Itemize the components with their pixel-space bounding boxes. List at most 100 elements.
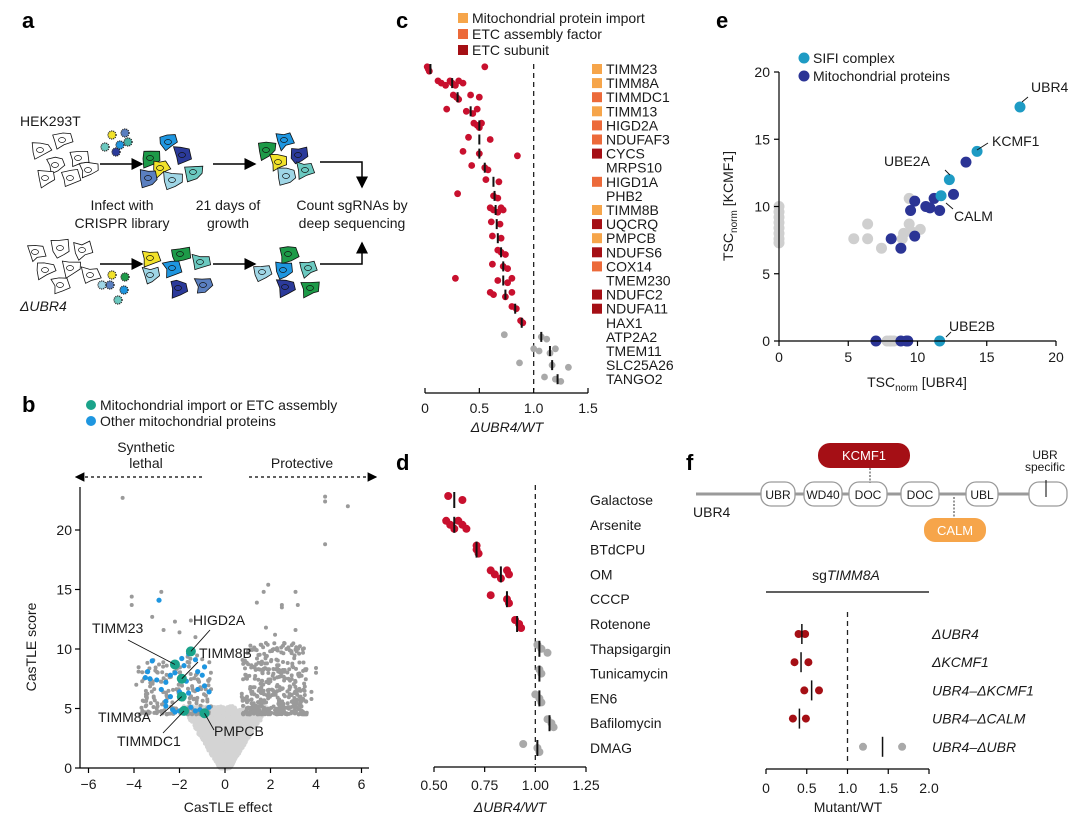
gene-point — [227, 744, 233, 749]
data-point — [489, 260, 496, 268]
grown-cell-icon — [275, 132, 295, 152]
protein-point — [848, 233, 860, 245]
data-point — [442, 81, 449, 89]
gene-point — [153, 668, 158, 673]
domain-box — [900, 481, 940, 507]
data-point — [465, 133, 472, 141]
mito-gene-point — [163, 703, 169, 709]
gene-point — [289, 673, 294, 678]
x-tick-label: −2 — [172, 776, 188, 792]
data-point — [487, 218, 495, 226]
gene-label: TIMM8A — [606, 75, 660, 91]
cell-nucleus — [156, 165, 164, 171]
knockout-cell-icon — [50, 238, 70, 259]
x-tick-label: 10 — [910, 349, 926, 365]
gene-point — [144, 703, 149, 708]
gene-point — [279, 645, 284, 650]
gene-point — [261, 589, 266, 594]
data-point — [801, 714, 810, 723]
data-point — [519, 319, 527, 327]
gene-point — [227, 707, 232, 712]
data-point — [535, 347, 543, 355]
gene-point — [260, 671, 265, 676]
data-point — [543, 335, 551, 343]
gene-label: TMEM11 — [606, 343, 662, 359]
gene-point — [292, 704, 297, 709]
gene-point — [309, 689, 314, 694]
gene-point — [297, 703, 302, 707]
leader-line — [945, 331, 952, 338]
gene-point — [160, 702, 164, 707]
ubr-specific-label-2: specific — [1025, 460, 1065, 474]
gene-point — [301, 687, 306, 692]
gene-point — [195, 653, 200, 658]
gene-point — [177, 630, 182, 635]
gene-label: NDUFA11 — [606, 301, 668, 317]
gene-point — [190, 684, 195, 689]
cell-nucleus — [144, 175, 152, 181]
domain-box — [1028, 481, 1068, 507]
gene-label: TIMM23 — [606, 61, 658, 77]
infected-cell-icon — [141, 250, 162, 268]
cell-nucleus — [66, 175, 74, 181]
gene-point — [151, 705, 156, 709]
virus-particle-icon — [97, 280, 107, 290]
x-tick-label: −4 — [126, 776, 142, 792]
domain-box — [760, 481, 796, 507]
gene-point — [297, 711, 302, 716]
gene-point — [212, 740, 217, 745]
condition-label: BTdCPU — [590, 542, 645, 558]
data-point — [794, 630, 803, 638]
leader-line — [159, 696, 183, 717]
gene-label: HAX1 — [606, 315, 643, 331]
category-swatch — [592, 247, 602, 258]
data-point — [898, 742, 907, 751]
gene-point — [208, 670, 213, 675]
gene-label: CYCS — [606, 146, 645, 162]
gene-point — [285, 689, 290, 694]
mito-protein-point — [960, 156, 972, 168]
mito-protein-point — [909, 230, 921, 242]
data-point — [489, 232, 496, 240]
gene-point — [245, 676, 249, 681]
binder-kcmf1 — [818, 443, 910, 468]
mito-gene-point — [201, 683, 208, 689]
grown-cell-icon — [253, 265, 273, 283]
gene-point — [302, 681, 307, 686]
gene-label: HIGD2A — [606, 117, 659, 133]
gene-point — [247, 706, 252, 711]
gene-point — [188, 656, 193, 661]
protein-label: KCMF1 — [992, 133, 1040, 149]
gene-point — [176, 682, 181, 687]
x-tick-label: 1.0 — [838, 780, 858, 796]
gene-point — [276, 669, 281, 674]
infected-cell-icon — [161, 260, 183, 279]
category-swatch — [592, 92, 602, 103]
y-tick-label: 20 — [56, 522, 72, 538]
mutant-label: UBR4–ΔKCMF1 — [932, 682, 1034, 698]
gene-point — [287, 711, 291, 716]
gene-point — [185, 660, 190, 664]
virus-particle-icon — [123, 137, 133, 147]
gene-point — [283, 676, 288, 681]
data-point — [800, 686, 809, 695]
gene-point — [249, 717, 254, 722]
gene-point — [290, 661, 295, 666]
gene-point — [197, 679, 202, 684]
gene-label: TMEM230 — [606, 273, 671, 289]
ubr4-domain-map: UBR WD40 DOC DOC UBL — [760, 481, 1068, 507]
gene-label: COX14 — [606, 258, 652, 274]
infected-cell-icon — [141, 266, 161, 285]
data-point — [425, 67, 433, 75]
x-tick-label: 0.50 — [420, 777, 447, 793]
gene-point — [254, 648, 259, 653]
cell-nucleus — [282, 173, 290, 179]
gene-point — [195, 723, 201, 728]
gene-point — [143, 712, 148, 717]
data-point — [462, 107, 470, 115]
gene-point — [254, 693, 259, 698]
mito-gene-point — [163, 698, 169, 704]
cell-nucleus — [294, 152, 302, 158]
gene-point — [180, 683, 184, 688]
gene-label: HIGD2A — [193, 612, 246, 628]
